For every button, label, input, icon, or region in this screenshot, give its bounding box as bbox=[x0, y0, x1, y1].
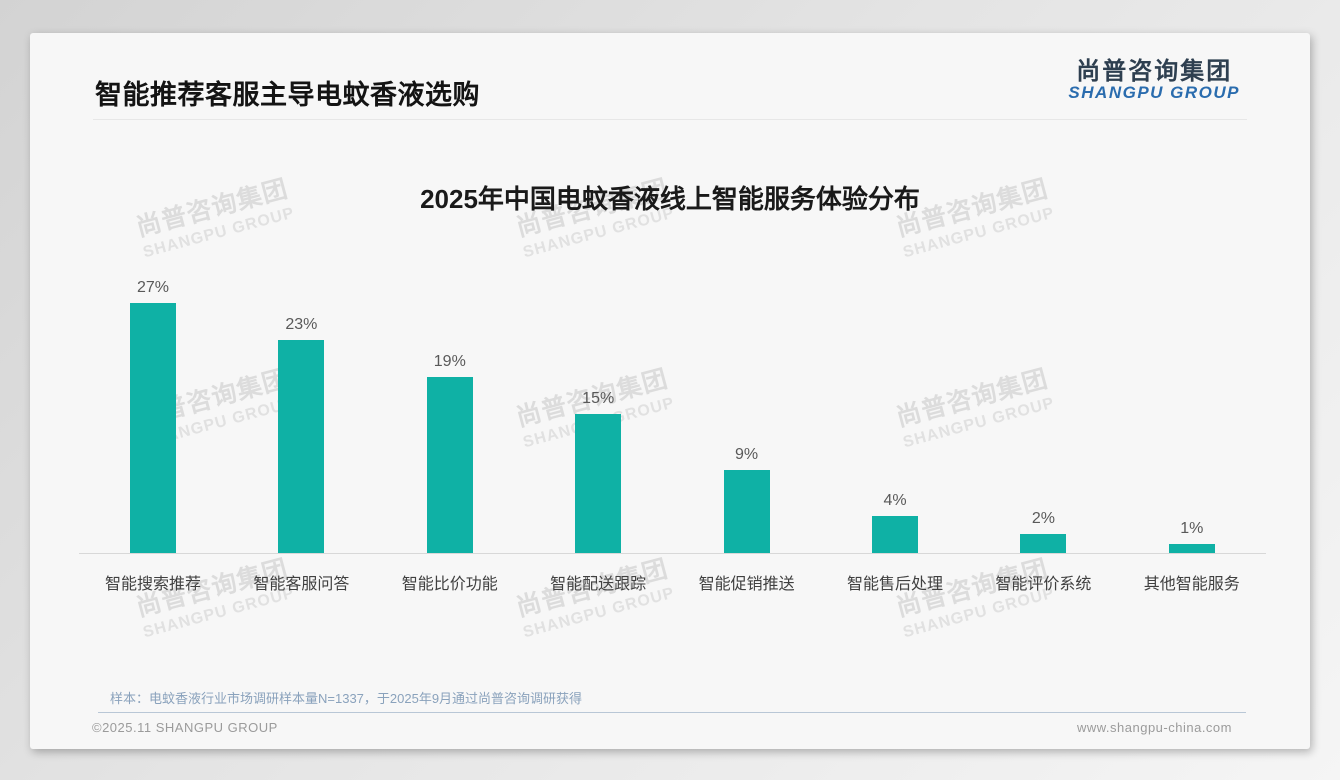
bar-group-5: 9% 智能促销推送 bbox=[673, 33, 821, 749]
bar-group-3: 19% 智能比价功能 bbox=[376, 33, 524, 749]
bar-group-2: 23% 智能客服问答 bbox=[227, 33, 375, 749]
bar-group-4: 15% 智能配送跟踪 bbox=[524, 33, 672, 749]
logo-english-text: SHANGPU GROUP bbox=[1068, 83, 1240, 103]
category-label: 智能促销推送 bbox=[698, 576, 795, 593]
plot-area: 2025年中国电蚊香液线上智能服务体验分布 27% 智能搜索推荐 23% 智能客服问答… bbox=[30, 33, 1310, 749]
copyright-text: ©2025.11 SHANGPU GROUP bbox=[92, 720, 278, 735]
bar bbox=[426, 377, 473, 553]
sample-footnote: 样本：电蚊香液行业市场调研样本量N=1337，于2025年9月通过尚普咨询调研获… bbox=[110, 691, 583, 706]
bar bbox=[575, 414, 622, 553]
chart-title: 2025年中国电蚊香液线上智能服务体验分布 bbox=[420, 184, 920, 214]
bar bbox=[278, 340, 325, 553]
category-label: 智能售后处理 bbox=[846, 576, 943, 593]
category-label: 智能客服问答 bbox=[253, 576, 350, 593]
bar-value-label: 15% bbox=[582, 390, 615, 407]
logo-chinese-text: 尚普咨询集团 bbox=[1076, 58, 1233, 85]
category-label: 其他智能服务 bbox=[1143, 576, 1240, 593]
bar-value-label: 9% bbox=[735, 446, 759, 463]
bar-value-label: 23% bbox=[285, 316, 318, 333]
bar-value-label: 4% bbox=[883, 492, 907, 509]
category-label: 智能配送跟踪 bbox=[550, 576, 647, 593]
bar-group-1: 27% 智能搜索推荐 bbox=[79, 33, 227, 749]
bar bbox=[1168, 544, 1215, 553]
bar-group-8: 1% 其他智能服务 bbox=[1118, 33, 1266, 749]
page-title: 智能推荐客服主导电蚊香液选购 bbox=[95, 80, 480, 110]
slide-card: 智能推荐客服主导电蚊香液选购 尚普咨询集团 SHANGPU GROUP 尚普咨询… bbox=[30, 33, 1310, 749]
header-divider bbox=[93, 119, 1247, 120]
category-label: 智能评价系统 bbox=[995, 576, 1092, 593]
category-label: 智能搜索推荐 bbox=[104, 576, 201, 593]
bar-group-6: 4% 智能售后处理 bbox=[821, 33, 969, 749]
x-axis-line bbox=[79, 553, 1266, 554]
bar-group-7: 2% 智能评价系统 bbox=[969, 33, 1117, 749]
website-url: www.shangpu-china.com bbox=[1076, 720, 1232, 735]
bar bbox=[723, 470, 770, 553]
bar-value-label: 27% bbox=[136, 279, 170, 296]
bar bbox=[1020, 534, 1067, 553]
footer-divider bbox=[98, 712, 1246, 713]
category-label: 智能比价功能 bbox=[401, 576, 498, 593]
shangpu-logo: 尚普咨询集团 SHANGPU GROUP bbox=[1068, 59, 1240, 102]
bar bbox=[130, 303, 176, 553]
bar-value-label: 2% bbox=[1031, 510, 1055, 527]
bar-value-label: 19% bbox=[433, 353, 466, 370]
bar-value-label: 1% bbox=[1180, 520, 1204, 537]
bar bbox=[872, 516, 918, 553]
